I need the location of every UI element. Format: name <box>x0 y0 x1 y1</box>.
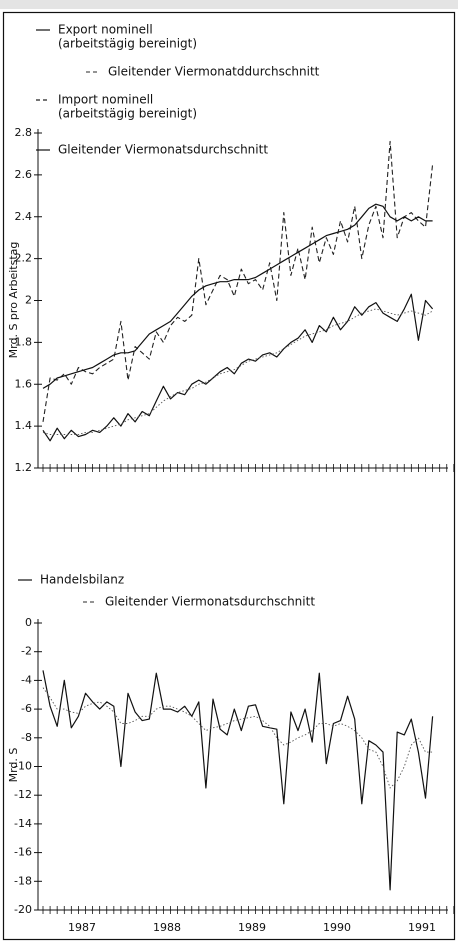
legend-label: Handelsbilanz <box>40 573 124 587</box>
series-line <box>42 670 434 891</box>
y-tick-label: -20 <box>14 903 32 916</box>
y-tick-label: -6 <box>21 702 32 715</box>
y-tick-label: -4 <box>21 673 32 686</box>
y-tick-label: 1.6 <box>15 377 33 390</box>
y-tick-label: -10 <box>14 760 32 773</box>
legend-label: Gleitender Viermonatsdurchschnitt <box>105 595 315 609</box>
y-tick-label: 1.8 <box>15 335 33 348</box>
y-tick-label: 1.4 <box>15 419 33 432</box>
legend-note: (arbeitstägig bereinigt) <box>58 37 197 51</box>
legend-note: (arbeitstägig bereinigt) <box>58 107 197 121</box>
y-tick-label: 2.8 <box>15 126 33 139</box>
y-axis-label: Mrd. S <box>7 748 20 783</box>
legend-label: Gleitender Viermonatddurchschnitt <box>108 65 320 79</box>
scan-strip <box>0 0 458 9</box>
y-axis-label: Mrd. S pro Arbeitstag <box>7 242 20 359</box>
series-line <box>42 308 433 435</box>
x-tick-label: 1991 <box>408 921 436 934</box>
legend-label: Gleitender Viermonatsdurchschnitt <box>58 143 268 157</box>
y-tick-label: 2.6 <box>15 168 33 181</box>
y-tick-label: -12 <box>14 788 32 801</box>
y-tick-label: 2 <box>25 294 32 307</box>
series-line <box>42 293 434 442</box>
x-tick-label: 1990 <box>323 921 351 934</box>
x-tick-label: 1987 <box>68 921 96 934</box>
legend-label: Import nominell <box>58 93 153 107</box>
y-tick-label: 1.2 <box>15 461 33 474</box>
y-tick-label: -16 <box>14 846 32 859</box>
x-tick-label: 1989 <box>238 921 266 934</box>
frame <box>2 11 456 941</box>
y-tick-label: 2.4 <box>15 210 33 223</box>
series-line <box>42 687 433 789</box>
y-tick-label: -8 <box>21 731 32 744</box>
y-tick-label: -14 <box>14 817 32 830</box>
series-line <box>42 203 433 389</box>
y-tick-label: 2.2 <box>15 252 33 265</box>
series-line <box>42 140 434 422</box>
x-tick-label: 1988 <box>153 921 181 934</box>
legend-label: Export nominell <box>58 23 153 37</box>
y-tick-label: 0 <box>25 616 32 629</box>
y-tick-label: -2 <box>21 645 32 658</box>
y-tick-label: -18 <box>14 874 32 887</box>
